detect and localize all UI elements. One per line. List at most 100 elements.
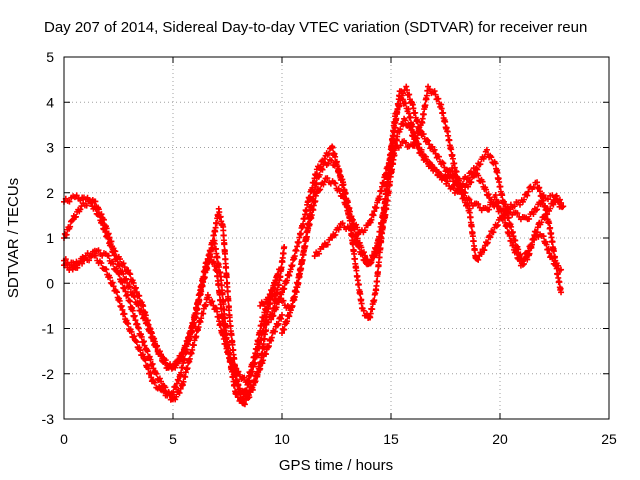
y-tick-label: 0 — [46, 275, 54, 291]
data-point — [167, 361, 174, 368]
data-point — [534, 206, 541, 213]
data-point — [66, 198, 73, 205]
x-tick-label: 25 — [601, 431, 617, 447]
data-point — [321, 155, 328, 162]
data-point — [389, 139, 396, 146]
data-point — [520, 196, 527, 203]
data-point — [505, 205, 512, 212]
data-point — [478, 251, 485, 258]
data-point — [84, 194, 91, 201]
data-point — [297, 230, 304, 237]
data-point — [144, 348, 151, 355]
data-point — [435, 153, 442, 160]
data-point — [162, 357, 169, 364]
data-point — [190, 319, 197, 326]
data-point — [196, 292, 203, 299]
data-point — [514, 210, 521, 217]
data-point — [284, 318, 291, 325]
data-point — [99, 220, 106, 227]
data-point — [397, 126, 404, 133]
data-point — [558, 203, 565, 210]
data-point — [273, 304, 280, 311]
data-point — [281, 326, 288, 333]
data-point — [160, 388, 167, 395]
data-point — [408, 127, 415, 134]
data-point — [113, 265, 120, 272]
data-point — [428, 161, 435, 168]
data-point — [384, 197, 391, 204]
data-point — [324, 241, 331, 248]
data-point — [175, 377, 182, 384]
data-point — [131, 333, 138, 340]
data-point — [223, 274, 230, 281]
data-point — [399, 120, 406, 127]
data-point — [144, 321, 151, 328]
data-point — [328, 157, 335, 164]
data-point — [281, 285, 288, 292]
data-point — [468, 179, 475, 186]
data-point — [133, 339, 140, 346]
data-point — [420, 111, 427, 118]
data-points — [61, 83, 567, 408]
data-point — [173, 362, 180, 369]
data-point — [339, 220, 346, 227]
data-point — [125, 320, 132, 327]
data-point — [139, 351, 146, 358]
data-point — [127, 298, 134, 305]
data-point — [119, 279, 126, 286]
x-tick-label: 10 — [274, 431, 290, 447]
data-point — [558, 289, 565, 296]
data-point — [213, 220, 220, 227]
data-point — [540, 192, 547, 199]
data-point — [297, 266, 304, 273]
data-point — [226, 350, 233, 357]
data-point — [477, 161, 484, 168]
data-point — [231, 382, 238, 389]
data-point — [262, 318, 269, 325]
data-point — [458, 191, 465, 198]
data-point — [130, 279, 137, 286]
data-point — [106, 274, 113, 281]
data-point — [444, 178, 451, 185]
data-point — [103, 266, 110, 273]
data-point — [317, 186, 324, 193]
data-point — [193, 333, 200, 340]
data-point — [136, 292, 143, 299]
data-point — [469, 233, 476, 240]
data-point — [448, 146, 455, 153]
data-point — [153, 370, 160, 377]
data-point — [437, 170, 444, 177]
data-point — [183, 346, 190, 353]
grid-lines — [64, 57, 609, 419]
data-point — [115, 261, 122, 268]
y-tick-label: -3 — [42, 411, 55, 427]
y-tick-label: -2 — [42, 366, 55, 382]
data-point — [377, 234, 384, 241]
y-tick-label: 2 — [46, 185, 54, 201]
data-point — [158, 351, 165, 358]
y-tick-label: 1 — [46, 230, 54, 246]
data-point — [63, 231, 70, 238]
y-tick-label: 5 — [46, 49, 54, 65]
data-point — [519, 261, 526, 268]
data-point — [156, 375, 163, 382]
data-point — [546, 220, 553, 227]
data-point — [373, 204, 380, 211]
data-point — [110, 283, 117, 290]
data-point — [153, 343, 160, 350]
chart-title: Day 207 of 2014, Sidereal Day-to-day VTE… — [44, 19, 587, 36]
data-point — [222, 324, 229, 331]
data-point — [483, 186, 490, 193]
data-point — [494, 222, 501, 229]
data-point — [176, 389, 183, 396]
data-point — [511, 203, 518, 210]
data-point — [95, 247, 102, 254]
data-point — [336, 167, 343, 174]
data-point — [444, 171, 451, 178]
data-point — [399, 90, 406, 97]
data-point — [243, 387, 250, 394]
data-point — [405, 121, 412, 128]
data-point — [407, 114, 414, 121]
data-point — [360, 307, 367, 314]
